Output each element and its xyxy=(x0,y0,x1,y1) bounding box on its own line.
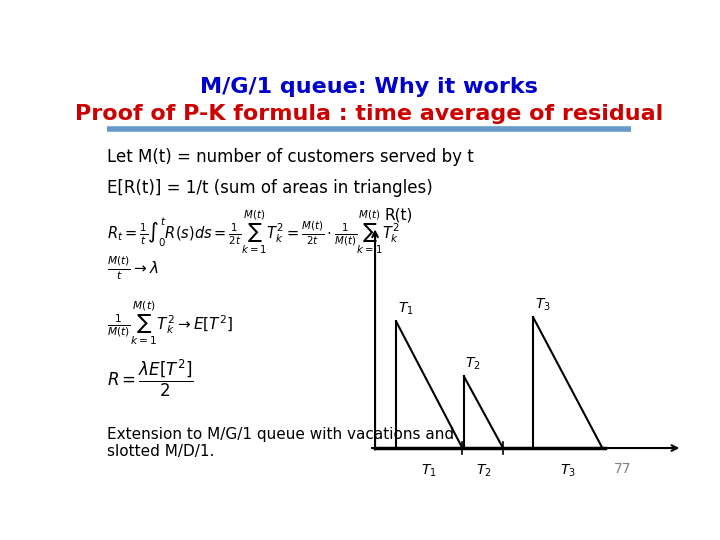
Text: Let M(t) = number of customers served by t: Let M(t) = number of customers served by… xyxy=(107,148,474,166)
Text: $R = \dfrac{\lambda E\left[T^2\right]}{2}$: $R = \dfrac{\lambda E\left[T^2\right]}{2… xyxy=(107,358,193,399)
Text: R(t): R(t) xyxy=(384,207,413,222)
Text: Proof of P-K formula : time average of residual: Proof of P-K formula : time average of r… xyxy=(75,104,663,124)
Text: 77: 77 xyxy=(613,462,631,476)
Text: $T_2$: $T_2$ xyxy=(465,356,481,372)
Text: Extension to M/G/1 queue with vacations and
slotted M/D/1.: Extension to M/G/1 queue with vacations … xyxy=(107,427,454,459)
Text: $T_3$: $T_3$ xyxy=(560,463,576,479)
Text: E[R(t)] = 1/t (sum of areas in triangles): E[R(t)] = 1/t (sum of areas in triangles… xyxy=(107,179,433,197)
Text: $R_t = \frac{1}{t}\int_0^t R(s)ds = \frac{1}{2t}\sum_{k=1}^{M(t)} T_k^2 = \frac{: $R_t = \frac{1}{t}\int_0^t R(s)ds = \fra… xyxy=(107,208,399,255)
Text: M/G/1 queue: Why it works: M/G/1 queue: Why it works xyxy=(200,77,538,97)
Text: $\frac{1}{M(t)}\sum_{k=1}^{M(t)} T_k^2 \rightarrow E\left[T^2\right]$: $\frac{1}{M(t)}\sum_{k=1}^{M(t)} T_k^2 \… xyxy=(107,300,233,347)
Text: $T_3$: $T_3$ xyxy=(535,296,551,313)
Text: $T_1$: $T_1$ xyxy=(397,301,413,317)
Text: $\frac{M(t)}{t} \rightarrow \lambda$: $\frac{M(t)}{t} \rightarrow \lambda$ xyxy=(107,254,158,282)
Text: $T_1$: $T_1$ xyxy=(421,463,437,479)
Text: $T_2$: $T_2$ xyxy=(476,463,491,479)
